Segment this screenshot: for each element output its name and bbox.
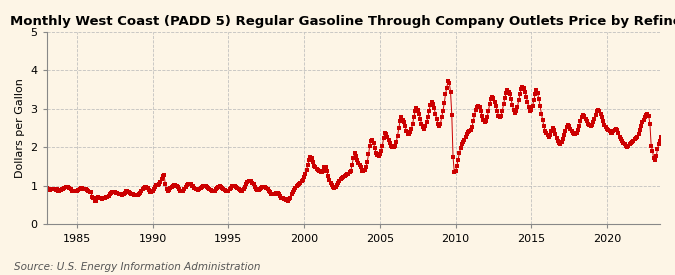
Text: Source: U.S. Energy Information Administration: Source: U.S. Energy Information Administ…: [14, 262, 260, 272]
Y-axis label: Dollars per Gallon: Dollars per Gallon: [15, 78, 25, 178]
Title: Monthly West Coast (PADD 5) Regular Gasoline Through Company Outlets Price by Re: Monthly West Coast (PADD 5) Regular Gaso…: [10, 15, 675, 28]
